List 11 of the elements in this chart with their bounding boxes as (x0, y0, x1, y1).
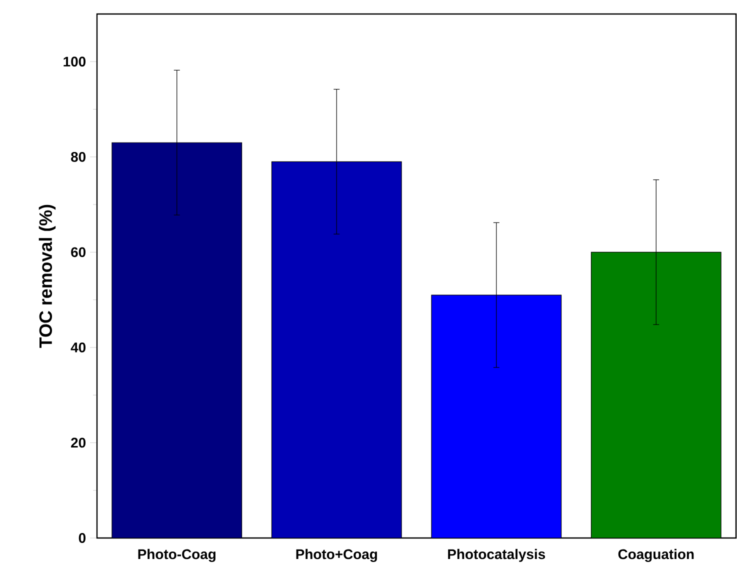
x-tick-label: Photo-Coag (138, 548, 216, 562)
y-tick-label: 100 (64, 56, 86, 67)
y-tick-label: 80 (71, 152, 86, 162)
y-tick-label: 20 (71, 438, 86, 448)
y-axis-title: TOC removal (%) (38, 204, 56, 348)
y-tick-label: 40 (70, 342, 86, 352)
x-tick-label: Photocatalysis (448, 548, 546, 562)
x-tick-label: Coaguation (618, 548, 694, 562)
y-tick-label: 60 (71, 247, 86, 258)
x-tick-label: Photo+Coag (296, 548, 377, 562)
y-tick-label: 0 (78, 533, 86, 543)
